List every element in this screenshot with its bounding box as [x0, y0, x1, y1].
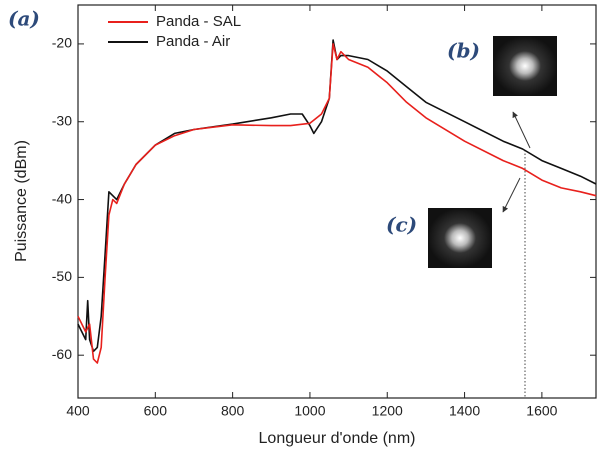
x-tick-label: 1200: [372, 403, 403, 419]
annotation: (a): [8, 7, 40, 31]
annotation: (b): [447, 39, 480, 63]
x-tick-label: 400: [66, 403, 90, 419]
x-axis-label: Longueur d'onde (nm): [259, 430, 416, 447]
arrow: [512, 111, 531, 149]
y-tick-label: -60: [52, 346, 72, 362]
y-tick-label: -20: [52, 35, 72, 51]
arrow: [502, 177, 521, 213]
x-tick-label: 1600: [526, 403, 557, 419]
y-axis-label: Puissance (dBm): [13, 140, 30, 262]
series-line: [77, 39, 597, 353]
plot-frame: [77, 4, 597, 399]
inset-image: [493, 36, 557, 96]
y-tick-label: -50: [52, 268, 72, 284]
legend-label: Panda - SAL: [156, 13, 241, 30]
y-tick-label: -40: [52, 190, 72, 206]
x-tick-label: 1400: [449, 403, 480, 419]
x-tick-label: 800: [221, 403, 245, 419]
y-tick-label: -30: [52, 112, 72, 128]
legend-label: Panda - Air: [156, 33, 230, 50]
series-line: [77, 43, 597, 364]
x-tick-label: 1000: [294, 403, 325, 419]
annotation: (c): [386, 213, 417, 237]
inset-image: [428, 208, 492, 268]
x-tick-label: 600: [144, 403, 168, 419]
